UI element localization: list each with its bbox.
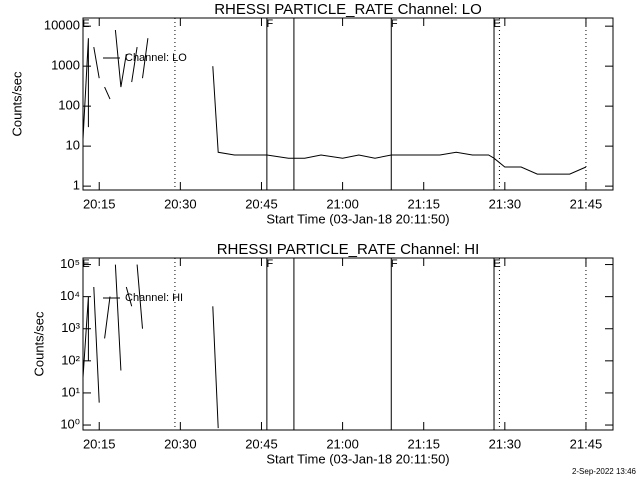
y-tick-label: 10² (61, 352, 80, 367)
x-tick-label: 20:15 (83, 436, 116, 451)
x-tick-label: 21:45 (570, 436, 603, 451)
x-tick-label: 21:00 (326, 436, 359, 451)
y-tick-label: 1000 (51, 58, 80, 73)
marker-label: F (267, 258, 274, 270)
marker-label: E (82, 258, 89, 270)
marker-label: E (82, 18, 89, 30)
x-axis-label: Start Time (03-Jan-18 20:11:50) (266, 451, 449, 466)
marker-label: E (493, 258, 500, 270)
y-tick-label: 1 (73, 178, 80, 193)
y-tick-label: 100 (58, 98, 80, 113)
x-tick-label: 21:45 (570, 196, 603, 211)
data-line (83, 264, 219, 429)
plot-frame (82, 17, 614, 191)
legend-label: Channel: LO (125, 52, 187, 64)
chart-title: RHESSI PARTICLE_RATE Channel: HI (217, 241, 480, 258)
data-line (83, 29, 587, 175)
legend-label: Channel: HI (125, 292, 183, 304)
y-tick-label: 10¹ (61, 384, 80, 399)
y-tick-label: 10³ (61, 320, 80, 335)
plot-frame (82, 257, 614, 431)
chart-title: RHESSI PARTICLE_RATE Channel: LO (214, 1, 482, 18)
y-axis-label: Counts/sec (31, 311, 46, 377)
marker-label: E (493, 18, 500, 30)
marker-label: F (267, 18, 274, 30)
y-tick-label: 10⁵ (60, 256, 80, 271)
footer: 2-Sep-2022 13:46 (572, 467, 637, 476)
x-tick-label: 20:30 (164, 436, 197, 451)
x-tick-label: 21:30 (489, 196, 522, 211)
y-tick-label: 10000 (44, 18, 80, 33)
x-tick-label: 21:00 (326, 196, 359, 211)
marker-label: F (391, 258, 398, 270)
x-tick-label: 20:45 (245, 436, 278, 451)
y-axis-label: Counts/sec (9, 71, 24, 137)
marker-label: F (391, 18, 398, 30)
x-tick-label: 20:45 (245, 196, 278, 211)
y-tick-label: 10 (66, 138, 80, 153)
x-tick-label: 21:30 (489, 436, 522, 451)
x-tick-label: 20:15 (83, 196, 116, 211)
y-tick-label: 10⁰ (60, 416, 80, 431)
x-tick-label: 20:30 (164, 196, 197, 211)
x-tick-label: 21:15 (407, 436, 440, 451)
x-axis-label: Start Time (03-Jan-18 20:11:50) (266, 211, 449, 226)
y-tick-label: 10⁴ (60, 288, 80, 303)
x-tick-label: 21:15 (407, 196, 440, 211)
